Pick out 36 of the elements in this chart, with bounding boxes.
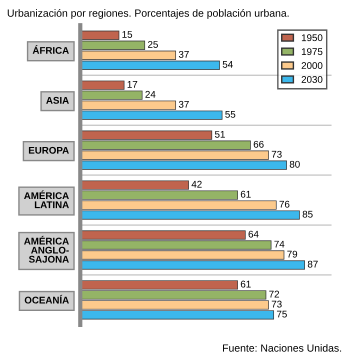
data-label: 54 — [222, 61, 233, 68]
data-label: 76 — [280, 200, 290, 208]
y-tick-label: ASIA — [46, 96, 69, 104]
source-note: Fuente: Naciones Unidas. — [223, 344, 342, 352]
data-label: 72 — [269, 290, 280, 298]
data-label: 61 — [240, 280, 251, 288]
y-tick-label: EUROPA — [28, 146, 69, 154]
data-label: 73 — [272, 150, 282, 158]
legend-label: 1950 — [302, 34, 322, 42]
data-label: 37 — [178, 50, 189, 58]
y-tick-label: AMÉRICA LATINA — [24, 190, 69, 208]
data-label: 87 — [308, 260, 318, 268]
data-label: 75 — [276, 310, 287, 318]
y-tick-label: OCEANÍA — [24, 294, 69, 304]
data-label: 74 — [274, 240, 284, 248]
data-label: 42 — [192, 180, 202, 188]
data-label: 17 — [128, 81, 138, 88]
data-label: 80 — [290, 160, 300, 168]
legend-label: 1975 — [302, 48, 322, 56]
data-label: 15 — [122, 31, 132, 38]
data-label: 25 — [148, 40, 158, 48]
legend-label: 2030 — [302, 76, 322, 83]
chart-title: Urbanización por regiones. Porcentajes de población urbana. — [8, 9, 289, 19]
data-label: 55 — [225, 110, 236, 118]
data-label: 79 — [287, 250, 298, 258]
y-tick-label: AMÉRICA ANGLO- SAJONA — [24, 236, 69, 263]
data-label: 64 — [248, 230, 259, 238]
data-label: 24 — [145, 90, 156, 98]
data-label: 85 — [302, 210, 313, 218]
data-label: 61 — [240, 190, 251, 198]
data-label: 37 — [178, 100, 189, 108]
data-label: 66 — [254, 140, 264, 148]
data-label: 73 — [272, 300, 282, 308]
legend-label: 2000 — [302, 62, 322, 70]
y-tick-label: ÁFRICA — [32, 45, 69, 54]
data-label: 51 — [214, 130, 225, 138]
